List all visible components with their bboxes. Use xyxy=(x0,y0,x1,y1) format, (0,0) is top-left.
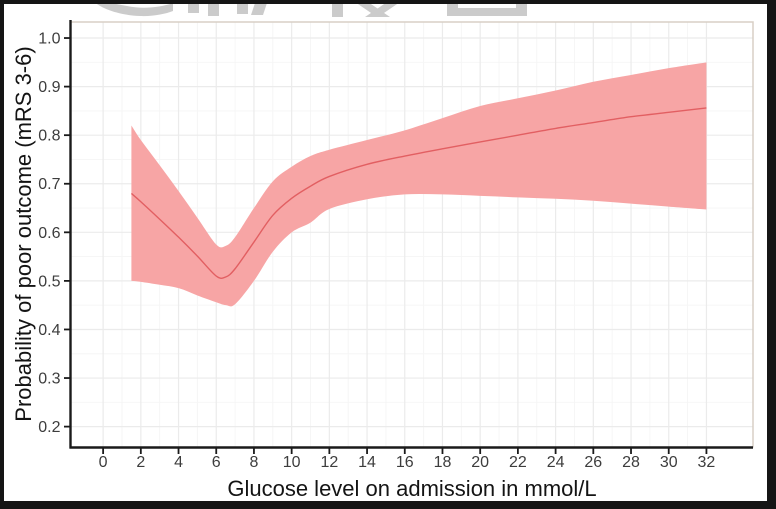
y-tick-label: 0.8 xyxy=(38,128,60,145)
confidence-band xyxy=(131,62,707,307)
x-tick-label: 14 xyxy=(358,454,376,471)
y-tick-label: 0.6 xyxy=(38,225,60,242)
x-tick-label: 20 xyxy=(471,454,489,471)
y-tick-label: 0.3 xyxy=(38,371,60,388)
y-axis-title: Probability of poor outcome (mRS 3-6) xyxy=(11,46,36,421)
x-tick-label: 16 xyxy=(396,454,414,471)
x-tick-label: 24 xyxy=(547,454,565,471)
x-tick-label: 22 xyxy=(509,454,527,471)
x-tick-label: 18 xyxy=(434,454,452,471)
x-tick-label: 12 xyxy=(320,454,338,471)
x-tick-label: 8 xyxy=(249,454,258,471)
y-tick-label: 0.9 xyxy=(38,79,60,96)
x-tick-label: 6 xyxy=(212,454,221,471)
y-tick-label: 0.4 xyxy=(38,322,60,339)
x-tick-label: 26 xyxy=(584,454,602,471)
chart-render-layer: 0 2 4 6 8 10 12 14 16 18 20 22 24 26 28 30 320.20.30.40.… xyxy=(38,20,754,471)
x-tick-label: 10 xyxy=(283,454,301,471)
y-tick-label: 0.5 xyxy=(38,273,60,290)
x-tick-label: 0 xyxy=(99,454,108,471)
x-tick-label: 32 xyxy=(698,454,716,471)
x-tick-label: 2 xyxy=(136,454,145,471)
estimate-line xyxy=(130,107,707,279)
x-tick-label: 4 xyxy=(174,454,183,471)
x-tick-label: 28 xyxy=(622,454,640,471)
y-tick-label: 0.2 xyxy=(38,419,60,436)
y-tick-label: 0.7 xyxy=(38,176,60,193)
x-tick-label: 30 xyxy=(660,454,678,471)
watermark-letter-fragments xyxy=(92,0,527,17)
y-tick-label: 1.0 xyxy=(38,31,60,48)
x-axis-title: Glucose level on admission in mmol/L xyxy=(227,476,596,501)
